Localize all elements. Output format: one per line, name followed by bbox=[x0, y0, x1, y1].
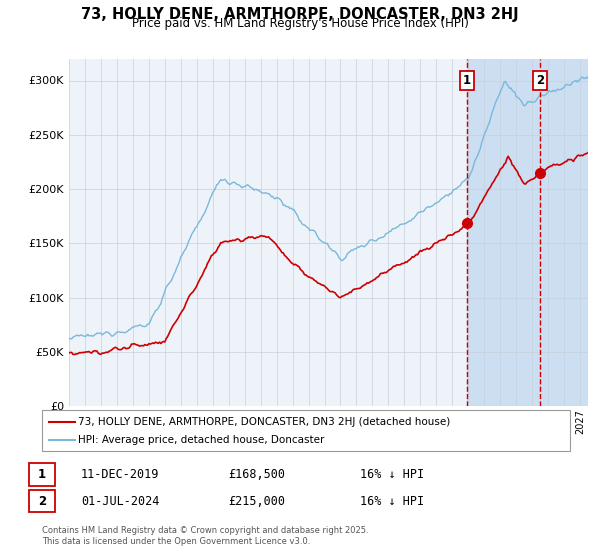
Text: £215,000: £215,000 bbox=[228, 494, 285, 508]
Text: 16% ↓ HPI: 16% ↓ HPI bbox=[360, 494, 424, 508]
Text: £168,500: £168,500 bbox=[228, 468, 285, 481]
Text: 01-JUL-2024: 01-JUL-2024 bbox=[81, 494, 160, 508]
Bar bbox=[467, 59, 588, 406]
Text: HPI: Average price, detached house, Doncaster: HPI: Average price, detached house, Donc… bbox=[78, 435, 325, 445]
Text: 2: 2 bbox=[536, 74, 544, 87]
Text: 16% ↓ HPI: 16% ↓ HPI bbox=[360, 468, 424, 481]
Bar bbox=[540, 59, 588, 406]
Text: 1: 1 bbox=[463, 74, 471, 87]
Text: Contains HM Land Registry data © Crown copyright and database right 2025.
This d: Contains HM Land Registry data © Crown c… bbox=[42, 526, 368, 546]
Text: Price paid vs. HM Land Registry's House Price Index (HPI): Price paid vs. HM Land Registry's House … bbox=[131, 17, 469, 30]
Text: 73, HOLLY DENE, ARMTHORPE, DONCASTER, DN3 2HJ (detached house): 73, HOLLY DENE, ARMTHORPE, DONCASTER, DN… bbox=[78, 417, 450, 427]
Text: 2: 2 bbox=[38, 494, 46, 508]
Text: 73, HOLLY DENE, ARMTHORPE, DONCASTER, DN3 2HJ: 73, HOLLY DENE, ARMTHORPE, DONCASTER, DN… bbox=[81, 7, 519, 22]
Text: 1: 1 bbox=[38, 468, 46, 481]
Text: 11-DEC-2019: 11-DEC-2019 bbox=[81, 468, 160, 481]
